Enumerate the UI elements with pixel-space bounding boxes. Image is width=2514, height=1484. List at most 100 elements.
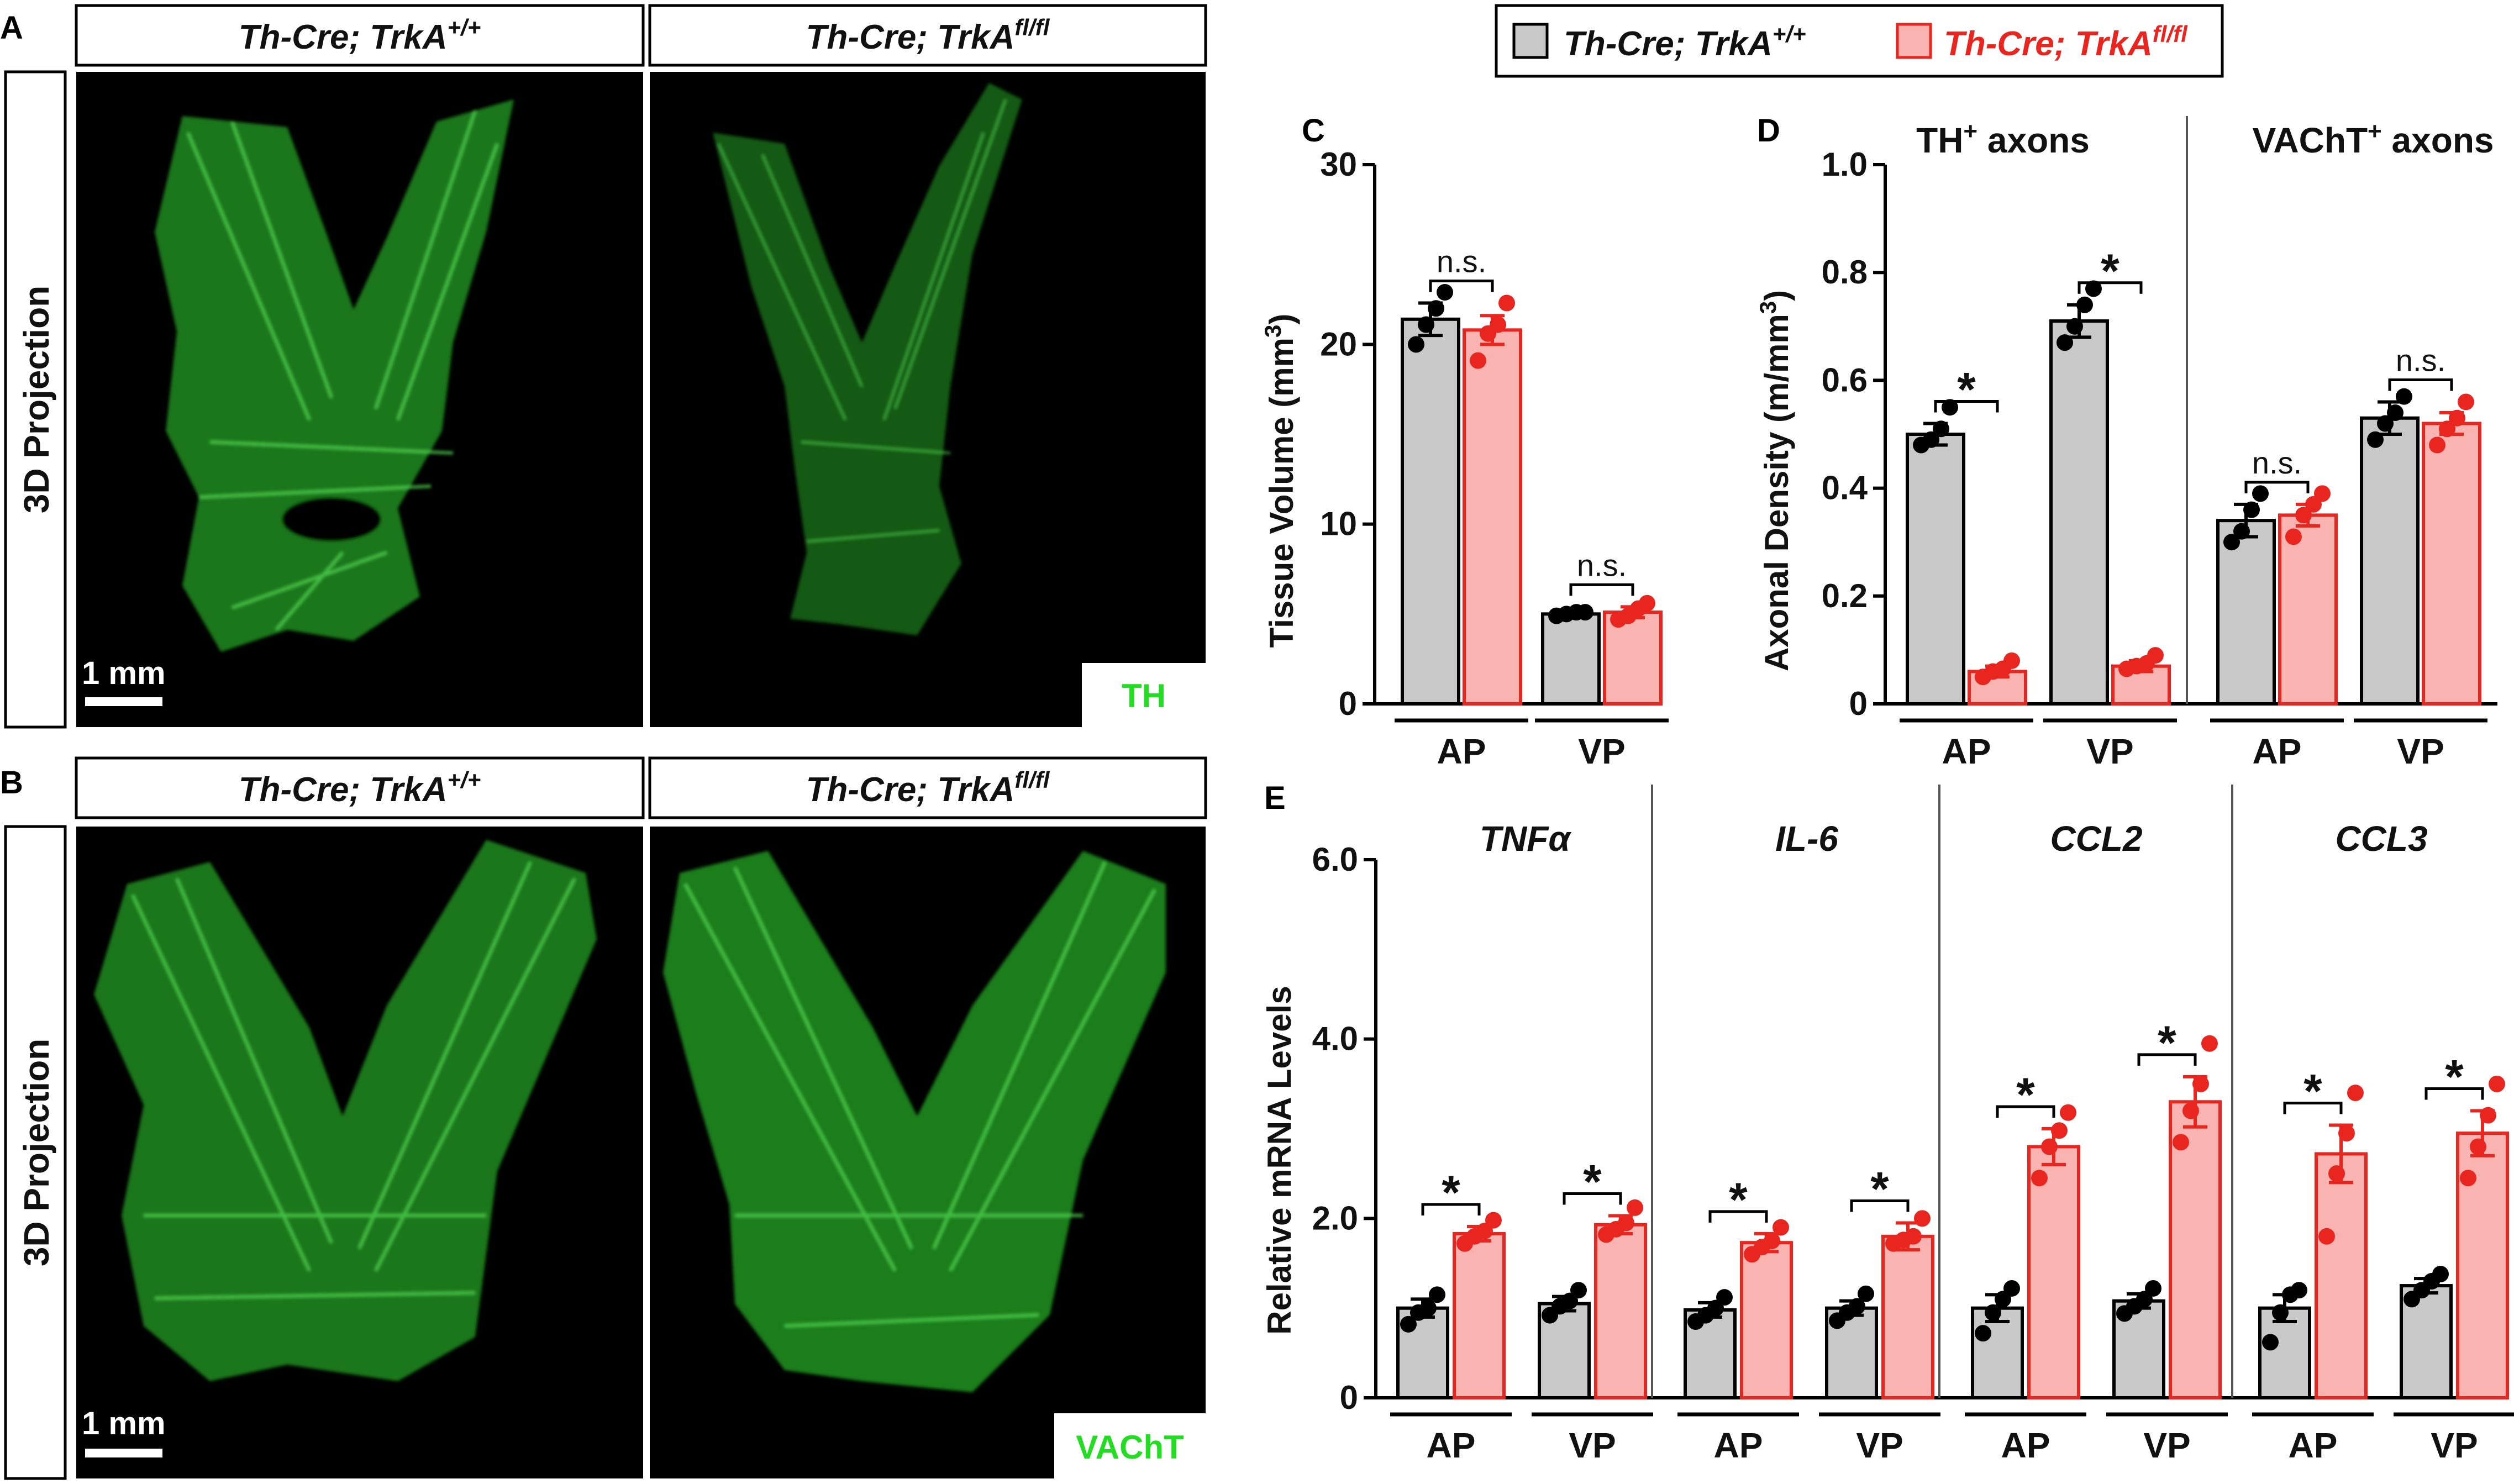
- panel-c-y-tick-label: 30: [1320, 146, 1357, 183]
- panel-b-side-box: [4, 825, 67, 1480]
- stain-box-a: [1082, 663, 1206, 727]
- panel-d-th-sig-bracket: [2078, 281, 2143, 294]
- panel-letter-c: C: [1302, 113, 1325, 149]
- panel-c-data-point: [1490, 316, 1506, 333]
- panel-letter-d: D: [1757, 113, 1780, 149]
- panel-e-ccl2-data-point: [2192, 1075, 2209, 1092]
- panel-e-ylabel: Relative mRNA Levels: [1261, 986, 1298, 1334]
- panel-d-vacht-data-point: [2458, 393, 2474, 411]
- panel-a: A Th-Cre; TrkA+/+ Th-Cre; TrkAfl/fl 3D P…: [0, 4, 1207, 729]
- panel-d-plot: 0 0.2 0.4 0.6 0.8 1.0 * AP * VP n.s. AP n.s. VP: [1822, 116, 2497, 771]
- panel-a-side-label: 3D Projection: [17, 286, 56, 514]
- panel-e-ccl3-sig-bracket: [2424, 1087, 2484, 1100]
- panel-e-il6-sig-bracket: [1850, 1199, 1910, 1212]
- tissue-a-knockout: [713, 83, 1022, 635]
- panel-d-vacht-data-point: [2314, 485, 2331, 502]
- panel-d-ylabel: Axonal Density (m/mm3): [1755, 290, 1795, 671]
- panel-d-vacht-bar-ap-ko: [2278, 513, 2338, 706]
- panel-b-title-right: Th-Cre; TrkAfl/fl: [806, 767, 1050, 809]
- panel-d-th-data-point: [2076, 296, 2093, 313]
- panel-e-ccl2-category-label: VP: [2143, 1425, 2190, 1465]
- panel-d-vacht-data-point: [2396, 388, 2412, 405]
- panel-e-ccl2-data-point: [2173, 1134, 2189, 1151]
- panel-d-y-tick-label: 1.0: [1822, 146, 1868, 183]
- panel-e-il6-data-point: [1764, 1232, 1780, 1249]
- panel-e-subtitle-ccl2: CCL2: [2050, 819, 2142, 859]
- panel-e-il6-data-point: [1849, 1298, 1865, 1315]
- panel-e-subtitle-tnf: TNFα: [1480, 819, 1571, 859]
- panel-e-ccl3-data-point: [2318, 1228, 2335, 1245]
- panel-c: C Tissue Volume (mm3) 0 10 20 30 n.s. AP n.s. V…: [1260, 113, 1669, 771]
- panel-d-vacht-sig-label: n.s.: [2252, 445, 2302, 480]
- panel-c-bar-ap-ko: [1463, 328, 1522, 706]
- panel-e-ccl2-sig-bracket: [1996, 1105, 2055, 1118]
- panel-e-ccl3-data-point: [2480, 1107, 2496, 1124]
- panel-e-tnf-data-point: [1429, 1286, 1445, 1303]
- panel-b-title-box-right: [648, 756, 1207, 819]
- legend-label-control: Th-Cre; TrkA+/+: [1564, 21, 1806, 63]
- panel-e-y-tick-label: 4.0: [1312, 1020, 1358, 1057]
- panel-d-th-sig-bracket: [1934, 399, 1999, 413]
- panel-e-il6-data-point: [1773, 1219, 1789, 1236]
- panel-d-vacht-bar-vp-ko: [2422, 422, 2481, 706]
- panel-d-th-data-point: [2147, 647, 2164, 664]
- panel-d-th-category-label: AP: [1942, 732, 1991, 771]
- panel-e-tnf-data-point: [1627, 1199, 1643, 1216]
- panel-e-ccl3-data-point: [2272, 1304, 2289, 1321]
- panel-e-ccl2-data-point: [1985, 1304, 2001, 1321]
- panel-e-ccl2-sig-label: *: [2158, 1017, 2176, 1070]
- panel-d-vacht-sig-bracket: [2388, 378, 2453, 391]
- panel-b-side-label: 3D Projection: [17, 1039, 56, 1267]
- panel-e-ccl2-data-point: [2145, 1280, 2161, 1297]
- panel-d-y-tick-label: 0.8: [1822, 254, 1868, 291]
- panel-e-ccl2-bar-ap-ko: [2027, 1145, 2080, 1399]
- panel-e-ccl2-data-point: [2031, 1170, 2048, 1187]
- panel-a-title-box-right: [648, 4, 1207, 67]
- panel-c-data-point: [1418, 316, 1434, 333]
- panel-e-ccl3-data-point: [2470, 1138, 2486, 1155]
- stain-box-b: [1054, 1413, 1206, 1478]
- panel-c-y-tick-label: 20: [1320, 325, 1357, 362]
- panel-a-title-left: Th-Cre; TrkA+/+: [239, 14, 481, 56]
- panel-d-th-data-point: [2066, 318, 2083, 335]
- panel-e-il6-category-label: VP: [1856, 1425, 1903, 1465]
- panel-e-tnf-sig-bracket: [1563, 1192, 1622, 1205]
- panel-letter-b: B: [0, 765, 23, 801]
- panel-d-th-data-point: [1942, 399, 1958, 416]
- panel-e-ccl3-category-label: AP: [2289, 1425, 2338, 1465]
- panel-d-vacht-data-point: [2252, 485, 2269, 502]
- panel-d-vacht-data-point: [2387, 404, 2403, 421]
- panel-e-ccl3-data-point: [2432, 1265, 2449, 1282]
- panel-e-tnf-data-point: [1420, 1299, 1437, 1317]
- panel-d-vacht-data-point: [2449, 409, 2465, 427]
- scale-bar-a: [85, 697, 162, 706]
- panel-e-ccl3-data-point: [2338, 1125, 2355, 1142]
- panel-b-title-left: Th-Cre; TrkA+/+: [239, 767, 481, 809]
- panel-e-il6-sig-bracket: [1708, 1210, 1768, 1223]
- panel-d-th-sig-label: *: [1957, 363, 1976, 416]
- panel-d-subtitle-th: TH+ axons: [1916, 118, 2090, 160]
- panel-e-ccl2-category-label: AP: [2001, 1425, 2050, 1465]
- panel-c-data-point: [1577, 604, 1593, 621]
- panel-e-tnf-sig-label: *: [1583, 1155, 1602, 1208]
- panel-c-sig-bracket: [1569, 583, 1634, 596]
- tissue-b-control: [94, 840, 597, 1381]
- panel-e-ccl3-data-point: [2328, 1165, 2345, 1182]
- panel-e-ccl3-category-label: VP: [2431, 1425, 2478, 1465]
- panel-b-title-box-left: [75, 756, 645, 819]
- panel-e-tnf-data-point: [1400, 1315, 1417, 1333]
- panel-d-th-sig-label: *: [2101, 245, 2119, 298]
- panel-d-vacht-category-label: VP: [2397, 732, 2444, 771]
- panel-c-plot: 0 10 20 30 n.s. AP n.s. VP: [1320, 146, 1669, 771]
- panel-e-il6-data-point: [1905, 1228, 1922, 1245]
- panel-d-th-data-point: [1923, 431, 1939, 448]
- panel-e-il6-bar-vp-ko: [1881, 1234, 1934, 1400]
- panel-e-il6-bar-ap-ko: [1740, 1241, 1793, 1399]
- panel-d-vacht-sig-label: n.s.: [2396, 343, 2445, 377]
- panel-c-data-point: [1639, 594, 1655, 612]
- panel-e-ccl3-data-point: [2262, 1334, 2279, 1351]
- panel-d-th-bar-vp-ctrl: [2049, 319, 2109, 706]
- panel-c-sig-label: n.s.: [1577, 548, 1627, 582]
- panel-d-subtitle-vacht: VAChT+ axons: [2252, 118, 2494, 160]
